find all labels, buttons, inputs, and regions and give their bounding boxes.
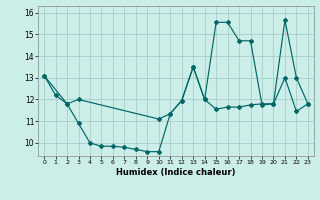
X-axis label: Humidex (Indice chaleur): Humidex (Indice chaleur) [116, 168, 236, 177]
